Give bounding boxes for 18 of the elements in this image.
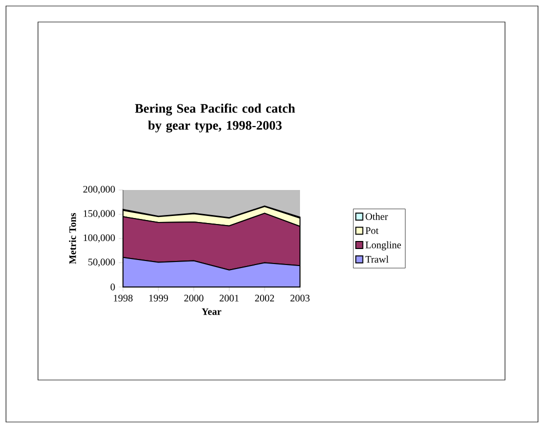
legend-label: Longline bbox=[366, 241, 401, 250]
x-tick-label: 1999 bbox=[149, 294, 168, 302]
y-tick-label: 100,000 bbox=[84, 234, 115, 243]
chart-title: Bering Sea Pacific cod catch by gear type, 1998-2003 bbox=[135, 104, 296, 132]
legend-label: Pot bbox=[366, 227, 379, 234]
legend-label: Trawl bbox=[365, 256, 389, 263]
y-tick-label: 200,000 bbox=[83, 186, 115, 194]
x-tick-label: 2002 bbox=[255, 294, 274, 302]
x-tick-label: 2003 bbox=[290, 294, 310, 302]
x-axis-title: Year bbox=[202, 308, 222, 315]
y-tick-label: 50,000 bbox=[88, 258, 115, 267]
x-tick-label: 2001 bbox=[220, 294, 239, 302]
legend-label: Other bbox=[366, 212, 388, 220]
x-tick-label: 2000 bbox=[184, 294, 204, 302]
y-axis-title: Metric Tons bbox=[68, 213, 76, 264]
y-tick-label: 0 bbox=[110, 284, 115, 290]
y-tick-label: 150,000 bbox=[84, 210, 115, 218]
x-tick-label: 1998 bbox=[114, 294, 133, 302]
